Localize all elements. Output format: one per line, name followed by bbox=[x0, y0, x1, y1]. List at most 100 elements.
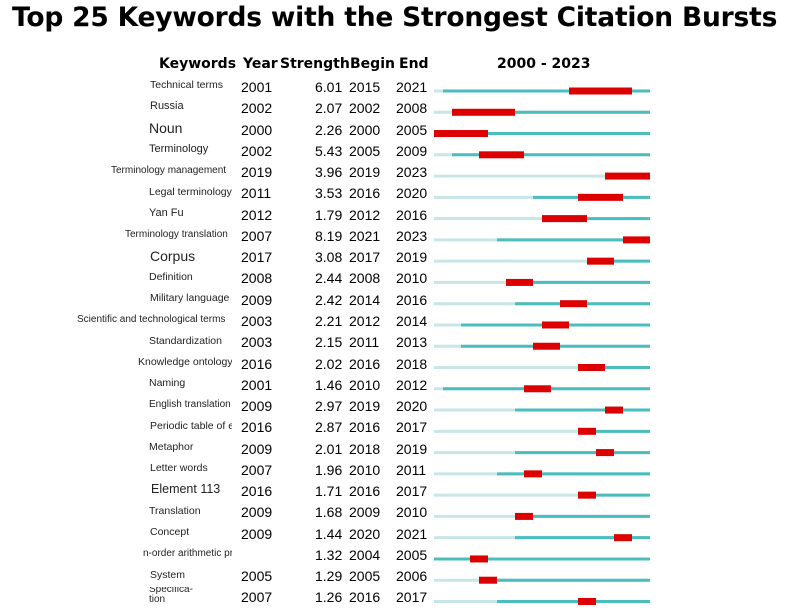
strength-cell: 1.26 bbox=[315, 589, 343, 606]
strength-cell: 3.53 bbox=[315, 185, 343, 202]
keyword-cell: Definition bbox=[149, 270, 193, 283]
year-cell: 2002 bbox=[241, 142, 273, 159]
table-row: Technical terms 2001 6.01 2015 2021 bbox=[0, 77, 799, 98]
year-cell: 2017 bbox=[241, 249, 273, 266]
burst-bar bbox=[524, 470, 542, 478]
year-cell: 2007 bbox=[241, 589, 273, 606]
burst-bar bbox=[524, 385, 551, 393]
year-cell: 2007 bbox=[241, 461, 273, 478]
burst-bar bbox=[578, 427, 596, 435]
strength-cell: 1.68 bbox=[315, 504, 343, 521]
year-cell: 2009 bbox=[241, 504, 273, 521]
burst-bar bbox=[587, 257, 614, 265]
begin-cell: 2011 bbox=[349, 334, 380, 351]
burst-bar bbox=[470, 555, 488, 563]
begin-cell: 2016 bbox=[349, 185, 381, 202]
table-row: Military language 2009 2.42 2014 2016 bbox=[0, 290, 799, 311]
keyword-cell: Letter words bbox=[150, 462, 208, 475]
burst-bar bbox=[434, 130, 488, 138]
burst-bar bbox=[452, 108, 515, 116]
table-row: Translation 2009 1.68 2009 2010 bbox=[0, 502, 799, 523]
year-cell: 2016 bbox=[241, 419, 273, 436]
begin-cell: 2015 bbox=[349, 79, 381, 95]
burst-bar bbox=[623, 236, 650, 244]
strength-cell: 2.26 bbox=[315, 121, 343, 138]
end-cell: 2005 bbox=[396, 546, 428, 563]
table-row: Naming 2001 1.46 2010 2012 bbox=[0, 375, 799, 396]
table-row: System 2005 1.29 2005 2006 bbox=[0, 566, 799, 587]
end-cell: 2017 bbox=[396, 589, 428, 606]
table-row: Metaphor 2009 2.01 2018 2019 bbox=[0, 439, 799, 460]
burst-bar bbox=[560, 300, 587, 308]
burst-bar bbox=[506, 278, 533, 286]
header-keywords: Keywords bbox=[159, 56, 237, 72]
year-cell: 2009 bbox=[241, 398, 273, 415]
table-row: Knowledge ontology 2016 2.02 2016 2018 bbox=[0, 354, 799, 375]
keyword-cell: English translation bbox=[149, 398, 231, 410]
table-row: Element 113 2016 1.71 2016 2017 bbox=[0, 481, 799, 502]
table-row: Scientific and technological terms 2003 2.… bbox=[0, 311, 799, 332]
keyword-cell: Periodic table of elements bbox=[150, 419, 232, 432]
strength-cell: 2.42 bbox=[315, 291, 343, 308]
end-cell: 2023 bbox=[396, 164, 428, 181]
year-cell: 2011 bbox=[241, 185, 272, 202]
begin-cell: 2010 bbox=[349, 376, 381, 393]
keyword-cell: Russia bbox=[150, 100, 184, 113]
begin-cell: 2017 bbox=[349, 249, 381, 266]
end-cell: 2014 bbox=[396, 312, 428, 329]
year-cell: 2003 bbox=[241, 334, 273, 351]
strength-cell: 5.43 bbox=[315, 142, 343, 159]
end-cell: 2019 bbox=[396, 249, 428, 266]
strength-cell: 3.08 bbox=[315, 249, 343, 266]
begin-cell: 2016 bbox=[349, 483, 381, 500]
end-cell: 2016 bbox=[396, 291, 428, 308]
end-cell: 2017 bbox=[396, 483, 428, 500]
table-row: Russia 2002 2.07 2002 2008 bbox=[0, 98, 799, 119]
begin-cell: 2014 bbox=[349, 291, 381, 308]
end-cell: 2020 bbox=[396, 398, 428, 415]
keyword-cell: Corpus bbox=[150, 247, 196, 264]
keyword-cell: Legal terminology bbox=[149, 185, 232, 198]
year-cell: 2016 bbox=[241, 355, 273, 372]
table-row: Corpus 2017 3.08 2017 2019 bbox=[0, 247, 799, 268]
year-cell: 2007 bbox=[241, 227, 273, 244]
strength-cell: 1.79 bbox=[315, 206, 343, 223]
burst-bar bbox=[542, 321, 569, 329]
keyword-cell: Terminology bbox=[149, 142, 209, 155]
keyword-cell: Translation bbox=[149, 504, 201, 517]
year-cell: 2012 bbox=[241, 206, 273, 223]
burst-bar bbox=[578, 364, 605, 372]
header-range: 2000 - 2023 bbox=[497, 56, 591, 72]
year-cell: 2009 bbox=[241, 525, 273, 542]
table-row: Standardization 2003 2.15 2011 2013 bbox=[0, 332, 799, 353]
burst-bar bbox=[605, 406, 623, 414]
keyword-cell: Terminology management bbox=[111, 164, 227, 176]
keyword-cell: Metaphor bbox=[149, 441, 194, 454]
strength-cell: 2.97 bbox=[315, 398, 343, 415]
end-cell: 2009 bbox=[396, 142, 428, 159]
table-row: Terminology management 2019 3.96 2019 2023 bbox=[0, 162, 799, 183]
begin-cell: 2020 bbox=[349, 525, 381, 542]
keyword-cell: Knowledge ontology bbox=[138, 355, 232, 368]
end-cell: 2019 bbox=[396, 440, 428, 457]
header-strength: Strength bbox=[280, 56, 350, 72]
end-cell: 2010 bbox=[396, 270, 428, 287]
table-row: Legal terminology 2011 3.53 2016 2020 bbox=[0, 183, 799, 204]
begin-cell: 2016 bbox=[349, 419, 381, 436]
end-cell: 2023 bbox=[396, 227, 428, 244]
burst-bar bbox=[515, 512, 533, 520]
burst-bar bbox=[578, 597, 596, 605]
strength-cell: 2.21 bbox=[315, 312, 343, 329]
table-row: Terminology 2002 5.43 2005 2009 bbox=[0, 141, 799, 162]
end-cell: 2013 bbox=[396, 334, 428, 351]
begin-cell: 2016 bbox=[349, 355, 381, 372]
table-row: English translation 2009 2.97 2019 2020 bbox=[0, 396, 799, 417]
end-cell: 2021 bbox=[396, 79, 428, 95]
year-cell: 2005 bbox=[241, 568, 273, 585]
strength-cell: 1.46 bbox=[315, 376, 343, 393]
strength-cell: 8.19 bbox=[315, 227, 343, 244]
end-cell: 2011 bbox=[396, 461, 427, 478]
keyword-cell: n-order arithmetic progression 2004 bbox=[143, 547, 232, 559]
end-cell: 2008 bbox=[396, 100, 428, 117]
